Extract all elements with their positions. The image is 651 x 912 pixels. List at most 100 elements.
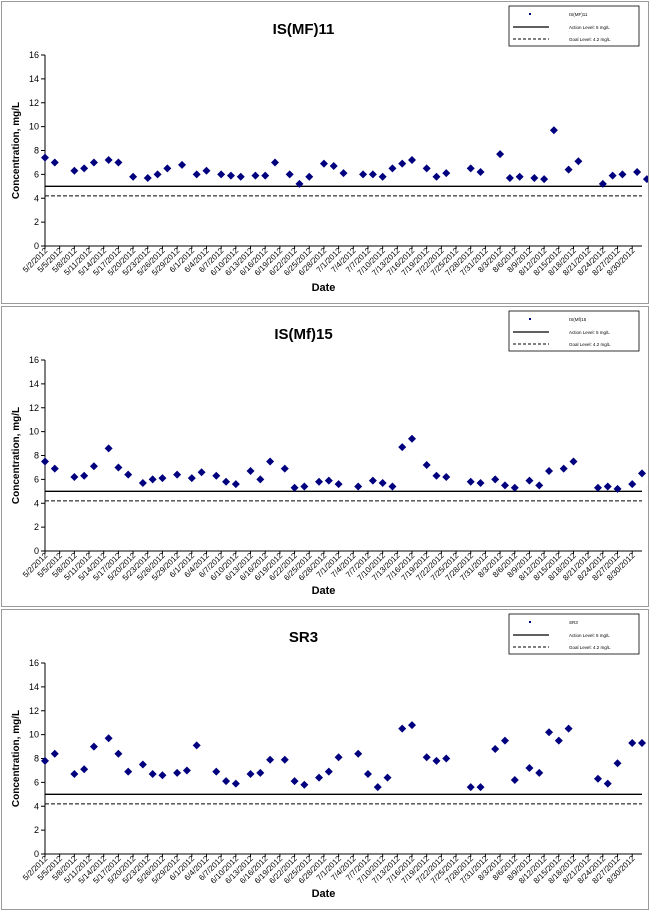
chart-title: SR3	[289, 629, 318, 646]
y-tick-label: 4	[34, 498, 39, 508]
data-point	[187, 474, 196, 483]
chart-title: IS(MF)11	[273, 21, 335, 38]
data-point	[545, 467, 554, 476]
data-point	[540, 175, 549, 184]
data-point	[270, 158, 279, 167]
data-point	[231, 779, 240, 788]
data-point	[305, 172, 314, 181]
data-point	[70, 166, 79, 175]
data-point	[124, 470, 133, 479]
y-tick-label: 0	[34, 546, 39, 556]
data-point	[408, 434, 417, 443]
y-axis-label: Concentration, mg/L	[11, 710, 22, 807]
data-point	[363, 770, 372, 779]
data-point	[212, 767, 221, 776]
data-point	[256, 768, 265, 777]
legend-goal-label: Goal Level: 4.2 mg/L	[569, 645, 611, 650]
data-point	[515, 172, 524, 181]
data-point	[143, 173, 152, 182]
data-point	[290, 483, 299, 492]
data-point	[638, 469, 646, 478]
data-point	[324, 476, 333, 485]
y-tick-label: 14	[29, 379, 39, 389]
chart-panel-3: SR3 0 2 4 6 8 10 12 14 16 Concentration, mg/L 5/2/2…	[1, 609, 649, 910]
data-point	[197, 468, 206, 477]
data-point	[383, 773, 392, 782]
data-point	[246, 467, 255, 476]
data-point	[300, 482, 309, 491]
y-tick-label: 8	[34, 451, 39, 461]
data-point	[422, 461, 431, 470]
data-point	[398, 724, 407, 733]
data-point	[50, 464, 59, 473]
x-axis-label: Date	[312, 282, 336, 294]
data-point	[319, 159, 328, 168]
y-tick-label: 2	[34, 217, 39, 227]
data-point	[280, 464, 289, 473]
y-tick-label: 14	[29, 682, 39, 692]
data-point	[315, 477, 324, 486]
data-point	[593, 483, 602, 492]
y-axis-label: Concentration, mg/L	[11, 102, 22, 199]
data-point	[251, 171, 260, 180]
data-point	[334, 480, 343, 489]
legend-series-label: SR3	[569, 620, 578, 625]
data-point	[129, 172, 138, 181]
data-point	[432, 756, 441, 765]
data-point	[359, 170, 368, 179]
data-point	[525, 764, 534, 773]
chart-panel-1: IS(MF)11 0 2 4 6 8 10 12 14 16 Concentration, mg/L…	[1, 1, 649, 304]
data-point	[559, 464, 568, 473]
data-point	[408, 156, 417, 165]
data-point	[574, 157, 583, 166]
data-point	[41, 153, 49, 162]
data-point	[70, 770, 79, 779]
data-point	[246, 770, 255, 779]
data-point	[525, 476, 534, 485]
y-tick-label: 12	[29, 706, 39, 716]
y-tick-label: 12	[29, 403, 39, 413]
y-tick-label: 10	[29, 122, 39, 132]
legend-series-label: IS(MF)11	[569, 12, 588, 17]
data-point	[476, 167, 485, 176]
data-point	[212, 471, 221, 480]
y-axis-label: Concentration, mg/L	[11, 407, 22, 504]
data-point	[564, 724, 573, 733]
data-point	[628, 738, 637, 747]
data-point	[148, 475, 157, 484]
data-point	[290, 777, 299, 786]
data-point	[603, 482, 612, 491]
data-point	[368, 476, 377, 485]
data-point	[80, 471, 89, 480]
y-tick-label: 10	[29, 730, 39, 740]
data-point	[476, 478, 485, 487]
data-point	[334, 753, 343, 762]
data-point	[89, 742, 98, 751]
legend-action-label: Action Level: 5 mg/L	[569, 25, 610, 30]
data-point	[388, 482, 397, 491]
data-point	[422, 164, 431, 173]
data-point	[510, 775, 519, 784]
data-point	[432, 471, 441, 480]
data-point	[432, 172, 441, 181]
data-point	[466, 477, 475, 486]
data-point	[339, 169, 348, 178]
y-tick-label: 16	[29, 50, 39, 60]
data-point	[466, 783, 475, 792]
data-point	[222, 777, 231, 786]
data-point	[373, 783, 382, 792]
data-point	[549, 126, 558, 135]
data-point	[618, 170, 627, 179]
data-point	[192, 741, 201, 750]
data-point	[422, 753, 431, 762]
y-tick-label: 8	[34, 754, 39, 764]
data-point	[70, 472, 79, 481]
data-point	[261, 171, 270, 180]
data-point	[354, 749, 363, 758]
data-point	[50, 749, 59, 758]
legend-series-label: IS(Mf)15	[569, 317, 587, 322]
data-point	[554, 736, 563, 745]
data-point	[535, 481, 544, 490]
data-point	[236, 172, 245, 181]
